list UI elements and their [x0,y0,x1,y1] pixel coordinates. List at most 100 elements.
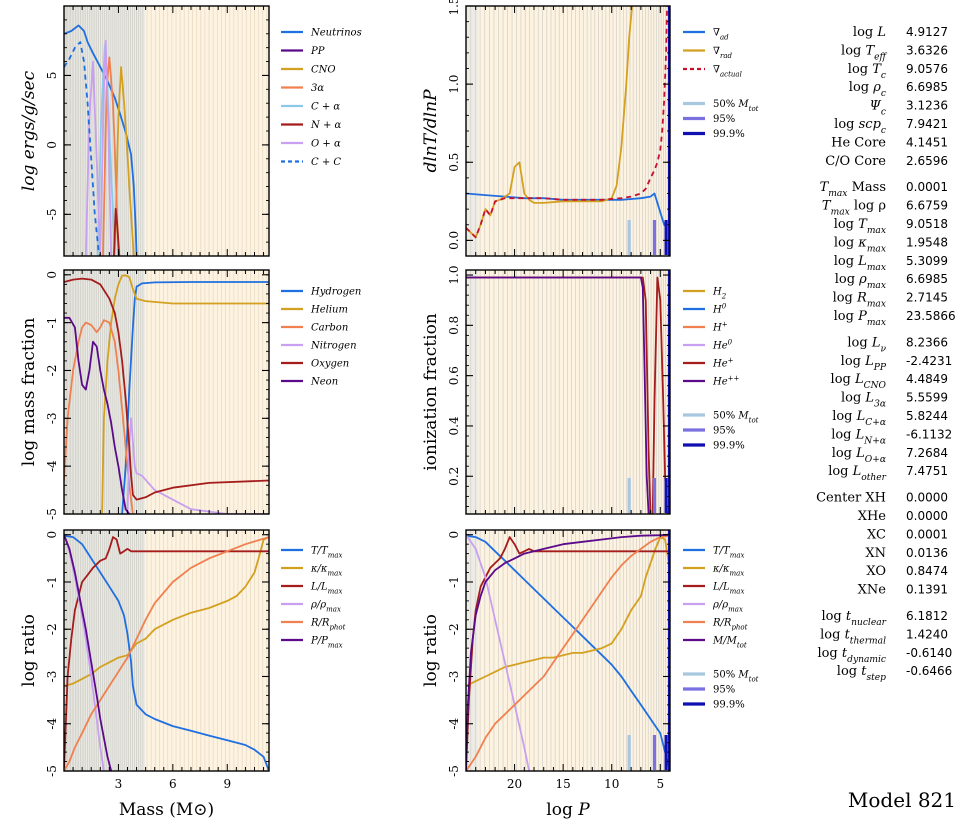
stat-key: XO [866,564,886,579]
series-layer [64,274,269,514]
panel-background [466,530,670,771]
legend-label: Nitrogen [310,341,357,352]
stat-value: 6.1812 [906,609,948,623]
stats-table: log L 4.9127 log Teff 3.6326 log Tc 9.0576 log… [816,25,956,683]
stat-key: He Core [831,135,886,150]
stat-value: 4.1451 [906,135,948,149]
stat-key: log Pmax [834,309,886,328]
stat-key: log κmax [834,235,886,254]
y-tick-label: -2 [447,623,461,635]
core-shading [466,270,479,514]
legend-label: 50% Mtot [713,411,759,425]
x-tick-label: 6 [169,777,177,791]
legend-label: He0 [712,339,733,352]
legend-label: 3α [311,83,324,94]
stat-key: log tdynamic [817,646,886,665]
series-line-N + α [113,207,121,256]
legend-label: H0 [712,303,727,316]
y-tick-label: -5 [45,208,59,220]
series-layer [64,24,138,256]
legend-label: 95% [713,685,735,696]
legend-ratio_p: T/Tmax κ/κmax L/Lmax ρ/ρmax R/Rphot M/Mtot 50%… [683,546,759,711]
series-line-R/R_phot [466,534,670,771]
legend-label: ρ/ρmax [712,600,743,614]
stat-value: 5.3099 [906,254,948,268]
stat-value: 4.9127 [906,25,948,39]
stat-key: log ρc [849,80,886,99]
series-layer [466,6,668,239]
stat-value: 4.4849 [906,372,948,386]
y-axis-label: log ergs/g/sec [19,70,39,191]
series-line-L/L_max [64,536,269,771]
x-tick-label: 10 [604,777,619,791]
legend-label: C + C [311,157,341,168]
stat-key: log L [853,25,886,40]
panel-ratio_m: -5 -4 -3 -2 -1 0 3 6 9 log ratio Mass (M⊙) T/Tmax κ/… [19,529,346,820]
stat-key: log tthermal [820,627,886,646]
series-line-R/R_phot [64,536,269,771]
stat-key: XNe [858,583,887,598]
y-tick-label: -4 [45,718,59,730]
y-tick-label: -1 [45,576,59,588]
legend-label: 50% Mtot [713,99,759,113]
stat-key: log Tmax [834,217,886,236]
x-tick-label: 9 [223,777,231,791]
series-line-Neon [64,316,131,514]
stat-key: log Rmax [833,291,886,310]
stat-value: 0.0001 [906,180,948,194]
series-line-L/L_max [466,536,670,771]
panel-ion: 0.2 0.4 0.6 0.8 1.0 ionization fraction H2 H0 H+… [421,265,759,515]
legend-label: H2 [712,287,727,301]
y-tick-label: 0 [45,531,59,539]
stat-value: 3.6326 [906,43,948,57]
series-line-CNO [113,66,135,256]
series-line-∇_actual [466,6,668,239]
stat-key: log Lν [847,335,886,354]
legend-label: L/Lmax [310,582,342,596]
y-tick-label: 0.5 [447,153,461,172]
legend-label: 99.9% [713,700,745,711]
y-axis-label: dlnT/dlnP [421,89,441,173]
stat-value: 9.0576 [906,62,948,76]
stat-key: log Tc [848,62,886,81]
stat-key: log ρmax [835,272,886,291]
stat-key: log Lmax [834,254,886,273]
stat-key: log scpc [834,117,886,136]
legend-label: He++ [712,375,740,388]
legend-label: Hydrogen [310,287,361,298]
x-tick-label: 3 [115,777,123,791]
series-line-Nitrogen [126,417,269,514]
legend-label: P/Pmax [310,636,343,650]
legend-label: R/Rphot [310,618,346,632]
legend-label: 50% Mtot [713,670,759,684]
y-tick-label: -2 [45,365,59,377]
stat-value: 0.0000 [906,509,948,523]
legend-label: ∇rad [713,46,733,60]
stat-value: 7.2684 [906,446,948,460]
series-line-κ/κ_max [64,536,269,687]
stat-value: 0.0136 [906,546,948,560]
legend-ratio_m: T/Tmax κ/κmax L/Lmax ρ/ρmax R/Rphot P/Pmax [281,546,346,650]
series-line-∇_rad [466,6,633,239]
stat-key: log tnuclear [821,609,886,628]
y-axis-label: log ratio [19,614,39,687]
stat-value: 6.6759 [906,199,948,213]
legend-label: 95% [713,426,735,437]
legend-label: Neon [310,377,338,388]
stat-value: -6.1132 [906,427,952,441]
legend-label: T/Tmax [311,546,343,560]
x-tick-label: 20 [507,777,522,791]
legend-label: ρ/ρmax [310,600,341,614]
y-tick-label: -4 [447,718,461,730]
series-line-Helium [101,274,269,514]
panel-frame [465,529,671,772]
panel-background [466,6,670,256]
x-axis-label: log P [546,800,590,820]
stat-value: 2.6596 [906,154,948,168]
stat-key: log Teff [841,43,888,62]
legend-label: CNO [311,65,336,76]
stat-key: log Lother [828,464,886,483]
series-line-P/P_max [64,534,113,771]
